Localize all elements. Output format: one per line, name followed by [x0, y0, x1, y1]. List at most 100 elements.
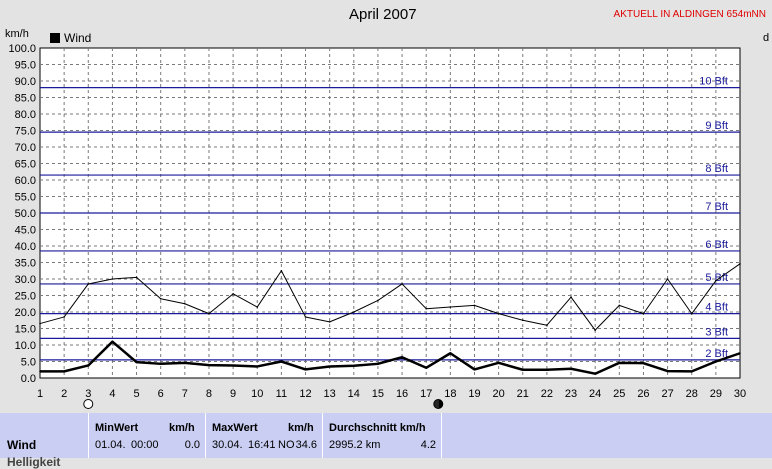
data-point [594, 372, 596, 375]
data-point [425, 307, 428, 310]
beaufort-label: 2 Bft [705, 348, 728, 360]
legend-swatch [50, 33, 60, 43]
station-label: AKTUELL IN ALDINGEN 654mNN [613, 9, 766, 20]
x-tick-label: 26 [637, 388, 649, 400]
max-date: 30.04. [212, 439, 243, 451]
y-tick-labels: 0.0 5.0 10.0 15.0 20.0 25.0 30.0 35.0 40.0 45.0 50… [8, 43, 36, 385]
data-point [280, 269, 283, 272]
x-tick-label: 25 [613, 388, 625, 400]
data-point [39, 370, 41, 373]
max-time: 16:41 [248, 439, 276, 451]
data-point [208, 364, 210, 366]
stats-row-label: Wind [7, 438, 37, 452]
data-point [618, 304, 621, 307]
data-point [739, 263, 741, 265]
data-point [449, 352, 452, 355]
data-point [256, 365, 259, 368]
y-tick-label: 40.0 [15, 241, 36, 253]
min-cell: MinWert km/h 01.04. 00:00 0.0 [88, 413, 205, 458]
x-tick-label: 19 [468, 388, 480, 400]
x-tick-label: 7 [182, 388, 188, 400]
data-point [618, 362, 621, 364]
data-point [715, 360, 717, 363]
data-point [232, 364, 234, 367]
max-direction: NO [278, 439, 295, 451]
legend: Wind [50, 31, 91, 45]
beaufort-label: 10 Bft [699, 76, 728, 88]
y-tick-label: 15.0 [15, 324, 36, 336]
data-point [690, 370, 693, 373]
x-tick-label: 29 [710, 388, 722, 400]
min-time: 00:00 [131, 439, 159, 451]
y-tick-label: 5.0 [21, 357, 36, 369]
data-point [256, 306, 259, 308]
data-point [570, 367, 572, 370]
data-point [521, 319, 524, 322]
avg-cell: Durchschnitt km/h 2995.2 km 4.2 [322, 413, 442, 458]
wind-gust-line [39, 263, 741, 331]
data-point [63, 370, 65, 373]
x-tick-label: 20 [492, 388, 504, 400]
data-point [159, 363, 162, 365]
x-tick-label: 8 [206, 388, 212, 400]
y-tick-label: 90.0 [15, 76, 36, 88]
y-tick-label: 80.0 [15, 109, 36, 121]
y-tick-label: 20.0 [15, 307, 36, 319]
beaufort-label: 7 Bft [705, 201, 728, 213]
data-point [497, 312, 500, 315]
data-point [666, 278, 669, 280]
data-point [739, 352, 741, 355]
x-tick-label: 11 [276, 388, 287, 400]
y-axis-unit: km/h [5, 28, 29, 40]
x-tick-label: 18 [444, 388, 456, 400]
data-point [401, 283, 403, 285]
x-tick-label: 6 [158, 388, 164, 400]
max-value: 34.6 [295, 439, 317, 451]
data-point [87, 364, 90, 367]
data-point [304, 368, 307, 371]
day-markers [83, 399, 444, 409]
x-tick-label: 27 [661, 388, 673, 400]
data-point [715, 279, 717, 282]
x-tick-label: 15 [372, 388, 384, 400]
data-point [642, 362, 645, 364]
x-tick-label: 30 [734, 388, 746, 400]
beaufort-label: 6 Bft [705, 239, 728, 251]
y-tick-label: 10.0 [15, 340, 36, 352]
max-cell: MaxWert km/h 30.04. 16:41 NO 34.6 [205, 413, 322, 458]
avg-header: Durchschnitt km/h [329, 422, 426, 434]
data-point [184, 302, 186, 305]
y-tick-label: 35.0 [15, 258, 36, 270]
data-point [352, 364, 355, 367]
x-tick-label: 16 [396, 388, 408, 400]
data-point [425, 366, 428, 369]
max-header: MaxWert [212, 422, 258, 434]
beaufort-label: 5 Bft [705, 272, 728, 284]
x-tick-label: 13 [324, 388, 336, 400]
beaufort-label: 3 Bft [705, 326, 728, 338]
min-value: 0.0 [184, 439, 200, 451]
x-tick-label: 21 [517, 388, 529, 400]
data-point [377, 363, 379, 365]
x-tick-label: 1 [37, 388, 43, 400]
min-unit: km/h [169, 422, 195, 434]
x-tick-label: 17 [420, 388, 432, 400]
data-point [280, 360, 283, 363]
x-tick-label: 24 [589, 388, 601, 400]
x-tick-label: 14 [348, 388, 360, 400]
x-tick-label: 4 [109, 388, 115, 400]
min-header: MinWert [95, 422, 139, 434]
stats-panel: Wind Helligkeit MinWert km/h 01.04. 00:0… [0, 413, 772, 469]
data-point [401, 356, 403, 359]
x-tick-labels: 1 2 3 4 5 6 7 8 9 10 11 12 13 14 15 16 17 18 19 20 21 22 23 24 2… [37, 388, 746, 400]
data-point [135, 361, 138, 363]
data-point [328, 321, 331, 323]
wind-average-line [40, 340, 741, 375]
beaufort-label: 9 Bft [705, 120, 728, 132]
stats-row-label-2: Helligkeit [7, 455, 61, 469]
series-layer [39, 263, 741, 375]
y-tick-label: 70.0 [15, 142, 36, 154]
moon-icon [83, 399, 94, 409]
data-point [570, 296, 572, 298]
data-point [497, 362, 500, 364]
